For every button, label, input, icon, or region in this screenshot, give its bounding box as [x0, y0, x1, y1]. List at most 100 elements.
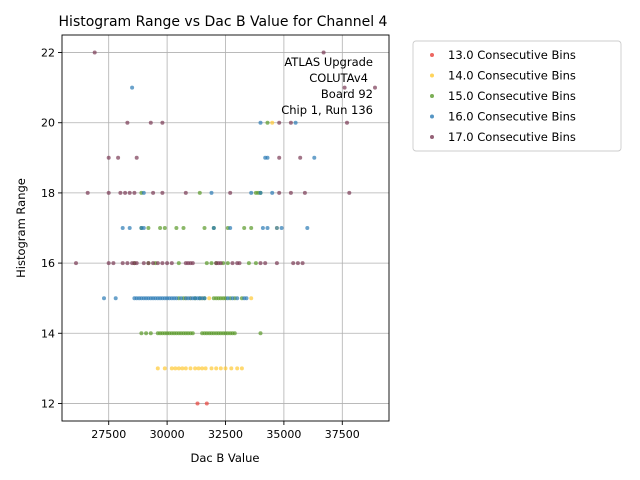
data-point	[74, 261, 78, 266]
data-point	[141, 190, 146, 195]
data-point	[120, 261, 125, 266]
data-point	[151, 190, 156, 195]
data-point	[106, 190, 111, 195]
data-point	[148, 331, 153, 336]
run-annotation: ATLAS Upgrade COLUTAv4 Board 92 Chip 1, …	[281, 55, 373, 117]
annotation-line-1: ATLAS Upgrade	[284, 55, 373, 69]
data-point	[173, 366, 178, 371]
data-point	[130, 85, 135, 90]
data-point	[181, 226, 186, 230]
data-point	[155, 366, 160, 371]
data-point	[274, 261, 279, 266]
data-point	[183, 190, 188, 195]
x-tick-label: 32500	[208, 428, 243, 441]
data-point	[265, 226, 270, 230]
data-point	[295, 261, 300, 266]
legend-marker	[430, 94, 434, 98]
data-point	[203, 366, 208, 371]
data-point	[102, 296, 106, 301]
data-point	[246, 261, 251, 266]
data-point	[225, 261, 230, 266]
data-point	[305, 226, 310, 230]
y-tick-label: 22	[41, 47, 55, 60]
legend-marker	[430, 73, 434, 78]
data-point	[298, 155, 303, 160]
data-point	[160, 190, 165, 195]
data-point	[249, 296, 254, 301]
data-point	[277, 120, 282, 125]
data-point	[127, 226, 132, 230]
data-point	[293, 120, 298, 125]
data-point	[141, 261, 146, 266]
data-point	[180, 366, 185, 371]
data-point	[160, 120, 165, 125]
data-point	[302, 190, 307, 195]
data-point	[312, 155, 317, 160]
data-point	[300, 261, 305, 266]
data-point	[197, 190, 202, 195]
y-tick-label: 12	[41, 397, 55, 410]
annotation-line-2: COLUTAv4	[309, 71, 368, 85]
data-point	[237, 261, 242, 266]
data-point	[120, 226, 125, 230]
data-point	[132, 190, 137, 195]
data-point	[214, 366, 219, 371]
y-axis-label: Histogram Range	[14, 178, 28, 278]
data-point	[291, 261, 296, 266]
data-point	[242, 226, 247, 230]
data-point	[169, 366, 174, 371]
data-point	[265, 155, 270, 160]
data-point	[209, 261, 214, 266]
data-points	[74, 50, 377, 406]
data-point	[253, 261, 258, 266]
data-point	[209, 190, 214, 195]
chart-title: Histogram Range vs Dac B Value for Chann…	[59, 14, 388, 30]
data-point	[228, 226, 233, 230]
data-point	[342, 85, 347, 90]
data-point	[229, 366, 234, 371]
legend-marker	[430, 53, 434, 57]
data-point	[106, 261, 111, 266]
data-point	[277, 190, 282, 195]
series-3	[132, 120, 270, 336]
data-point	[345, 120, 349, 125]
data-point	[265, 120, 270, 125]
data-point	[288, 120, 293, 125]
data-point	[190, 261, 195, 266]
data-point	[209, 366, 214, 371]
x-tick-label: 30000	[150, 428, 185, 441]
data-point	[204, 261, 209, 266]
data-point	[228, 190, 233, 195]
x-axis-label: Dac B Value	[190, 451, 259, 465]
data-point	[151, 261, 156, 266]
data-point	[244, 296, 249, 301]
data-point	[134, 155, 139, 160]
x-tick-label: 27500	[91, 428, 126, 441]
data-point	[113, 296, 118, 301]
data-point	[321, 50, 326, 55]
data-point	[174, 296, 179, 301]
data-point	[160, 261, 165, 266]
x-tick-label: 35000	[266, 428, 301, 441]
data-point	[230, 296, 235, 301]
data-point	[123, 190, 128, 195]
legend-label: 16.0 Consecutive Bins	[448, 110, 576, 124]
data-point	[188, 366, 193, 371]
series-4	[102, 85, 317, 301]
legend-marker	[430, 114, 434, 119]
data-point	[258, 261, 263, 266]
series-1	[195, 401, 209, 406]
data-point	[258, 190, 263, 195]
data-point	[146, 226, 151, 230]
data-point	[125, 120, 130, 125]
annotation-line-3: Board 92	[321, 87, 373, 101]
data-point	[195, 401, 200, 406]
data-point	[235, 296, 240, 301]
series-5	[74, 50, 377, 266]
data-point	[249, 226, 254, 230]
legend-label: 17.0 Consecutive Bins	[448, 130, 576, 144]
data-point	[202, 296, 207, 301]
data-point	[270, 120, 275, 125]
data-point	[127, 190, 132, 195]
